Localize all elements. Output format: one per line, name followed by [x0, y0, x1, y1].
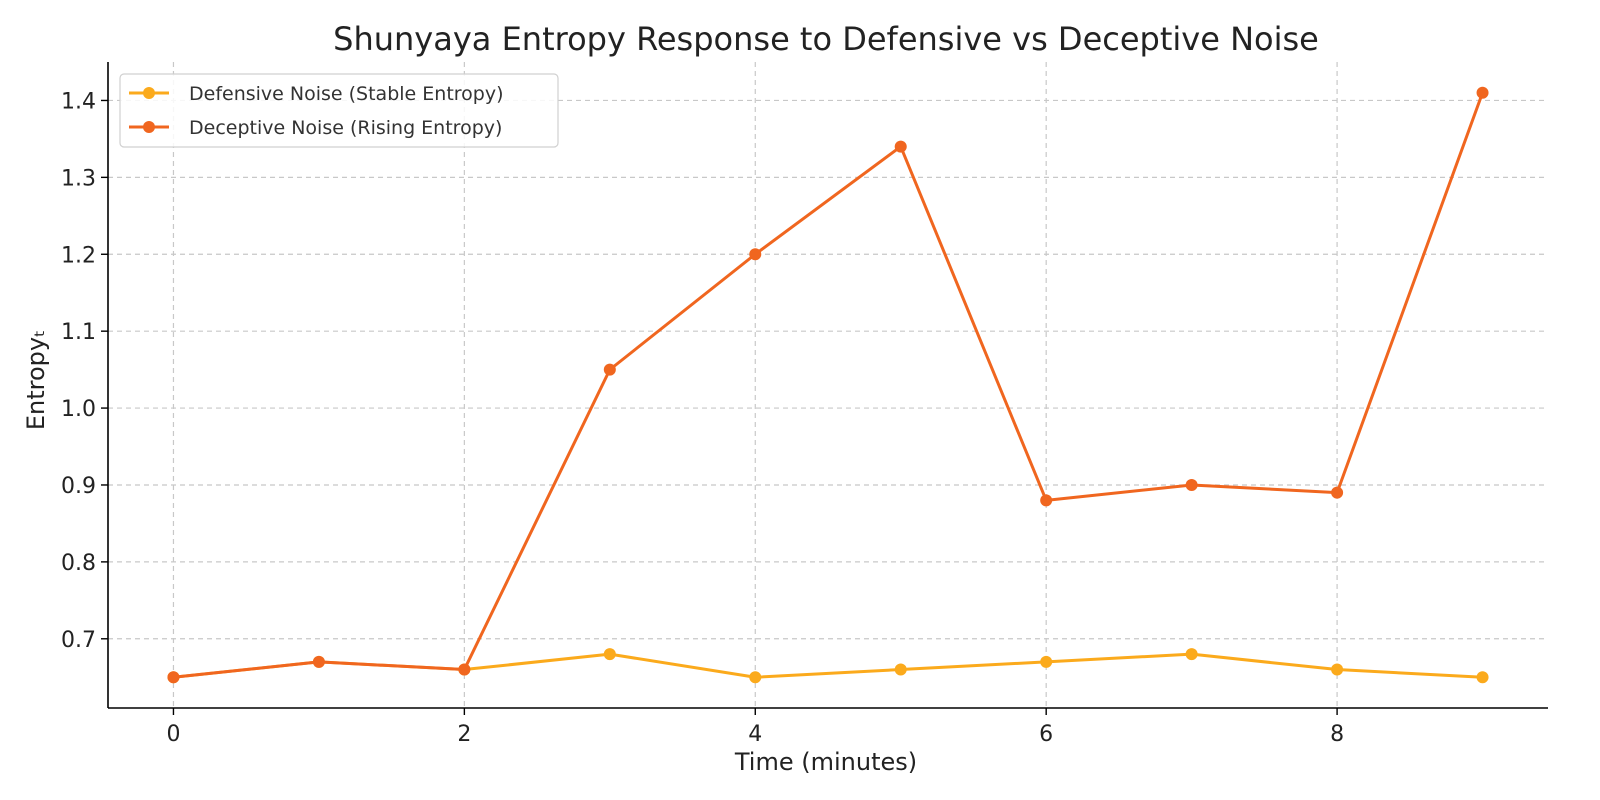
y-tick-label: 1.0 [61, 397, 96, 422]
y-tick-label: 0.7 [61, 628, 96, 653]
y-tick-label: 0.8 [61, 551, 96, 576]
data-point [1331, 486, 1344, 499]
data-point [1331, 663, 1344, 676]
x-tick-label: 6 [1039, 722, 1053, 747]
data-point [749, 671, 762, 684]
x-axis-label: Time (minutes) [734, 748, 917, 776]
data-point [603, 363, 616, 376]
series [167, 86, 1489, 684]
legend-label: Deceptive Noise (Rising Entropy) [189, 117, 502, 139]
chart-title: Shunyaya Entropy Response to Defensive v… [333, 20, 1319, 58]
legend-swatch-marker [143, 87, 155, 99]
legend-swatch-marker [143, 121, 155, 133]
data-point [1040, 655, 1053, 668]
legend-item: Defensive Noise (Stable Entropy) [129, 83, 504, 105]
x-tick-label: 8 [1330, 722, 1344, 747]
legend-item: Deceptive Noise (Rising Entropy) [129, 117, 502, 139]
series-2 [167, 86, 1489, 684]
data-point [312, 655, 325, 668]
data-point [1476, 86, 1489, 99]
data-point [167, 671, 180, 684]
data-point [1040, 494, 1053, 507]
data-point [1476, 671, 1489, 684]
y-tick-label: 1.2 [61, 243, 96, 268]
grid [108, 62, 1548, 708]
y-tick-label: 1.1 [61, 320, 96, 345]
axes: 0 2 4 6 8 0.7 0.8 0.9 1.0 1.1 1.2 1.3 1.4 [61, 62, 1548, 747]
legend-box [119, 73, 559, 148]
data-point [894, 140, 907, 153]
x-tick-label: 4 [748, 722, 762, 747]
data-point [749, 248, 762, 261]
y-tick-label: 1.3 [61, 166, 96, 191]
data-point [603, 648, 616, 661]
y-tick-label: 0.9 [61, 474, 96, 499]
data-point [894, 663, 907, 676]
x-tick-label: 0 [166, 722, 180, 747]
data-point [458, 663, 471, 676]
legend-label: Defensive Noise (Stable Entropy) [189, 83, 504, 105]
legend: Defensive Noise (Stable Entropy) Deceptiv… [119, 73, 559, 148]
x-tick-label: 2 [457, 722, 471, 747]
y-tick-label: 1.4 [61, 89, 96, 114]
data-point [1185, 478, 1198, 491]
series-line [171, 91, 1485, 679]
y-axis-label: Entropyₜ [22, 330, 50, 430]
data-point [1185, 648, 1198, 661]
